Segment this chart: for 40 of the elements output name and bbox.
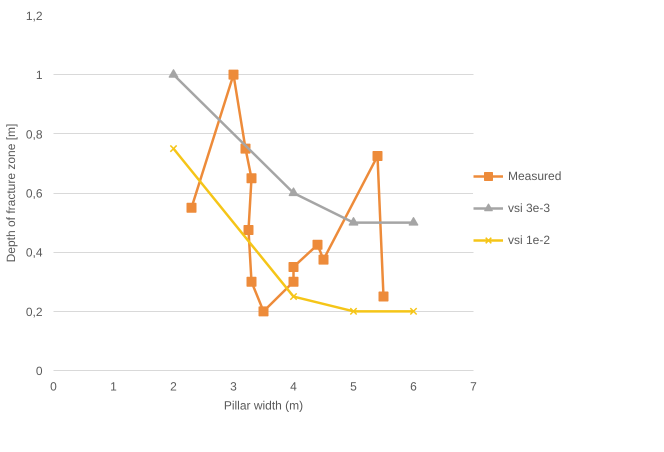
point [288,276,298,287]
y-tick-label: 0,2 [26,304,43,319]
point [378,292,388,302]
legend-label: vsi 1e-2 [508,233,550,247]
point [350,307,358,316]
x-tick-label: 2 [170,380,178,394]
y-axis-title: Depth of fracture zone [m] [4,124,18,262]
point [318,254,328,265]
point [228,70,238,80]
y-tick-label: 0,4 [26,246,43,260]
x-tick-label: 1 [110,380,118,394]
legend-label: vsi 3e-3 [508,201,550,215]
point [410,307,418,316]
point [312,240,322,250]
point [244,224,254,235]
point [246,173,256,184]
y-tick-label: 0,8 [26,127,43,142]
point [288,262,298,272]
legend-label: Measured [508,169,562,183]
point [246,276,256,287]
x-tick-label: 0 [50,380,58,394]
y-tick-label: 0 [36,364,43,378]
x-axis-title: Pillar width (m) [224,398,304,412]
point [186,202,196,213]
point [288,187,298,196]
point [348,216,358,226]
y-tick-label: 0,6 [26,186,43,200]
point [290,292,298,300]
point [408,216,418,226]
point [372,151,382,162]
x-tick-label: 4 [290,380,298,394]
x-tick-label: 5 [350,380,358,394]
point [258,306,268,316]
x-tick-label: 6 [410,380,418,394]
y-tick-label: 1 [36,68,43,82]
y-tick-label: 1,2 [26,9,43,23]
point [170,144,178,153]
x-tick-label: 3 [230,380,238,394]
point [168,68,178,78]
x-tick-label: 7 [470,380,478,394]
